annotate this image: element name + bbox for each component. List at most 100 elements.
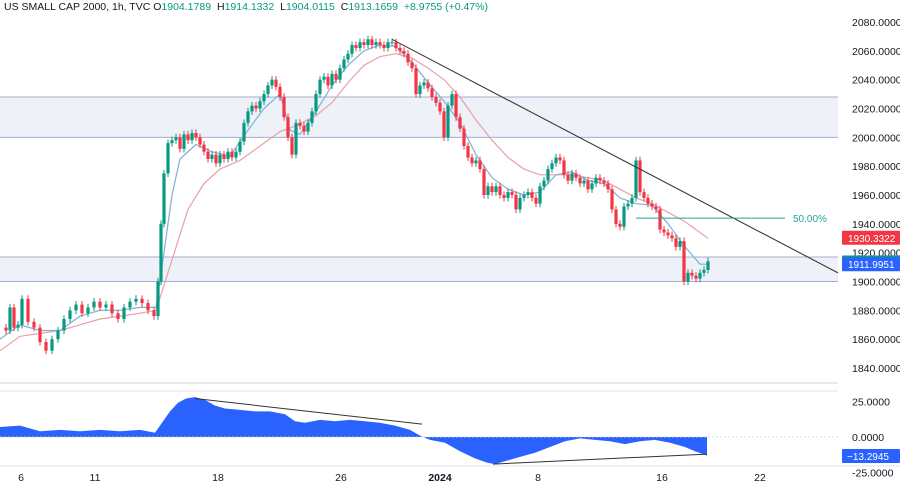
- candle-body: [12, 307, 16, 328]
- price-badge-slow_ma: [842, 230, 900, 245]
- candle-body: [174, 137, 178, 141]
- candle-body: [566, 174, 570, 181]
- fib-level-label: 50.00%: [793, 214, 827, 225]
- high-value: 1914.1332: [224, 1, 275, 13]
- candle-body: [506, 192, 510, 198]
- candle-body: [682, 241, 686, 282]
- candle-body: [346, 53, 350, 60]
- candle-body: [370, 39, 374, 46]
- candle-body: [386, 42, 390, 48]
- candle-body: [234, 151, 238, 158]
- candle-body: [74, 304, 78, 311]
- candle-body: [582, 180, 586, 184]
- candle-body: [206, 151, 210, 159]
- candle-body: [254, 105, 258, 109]
- x-axis-tick: 18: [212, 472, 224, 484]
- candle-body: [350, 45, 354, 54]
- candle-body: [646, 197, 650, 204]
- candle-body: [466, 145, 470, 158]
- candle-body: [382, 45, 386, 48]
- candle-body: [690, 272, 694, 276]
- oscillator-axis-tick: 25.0000: [852, 396, 890, 408]
- y-axis-tick: 1980.0000: [852, 161, 900, 173]
- candle-body: [32, 321, 36, 328]
- candle-body: [694, 275, 698, 279]
- candle-body: [318, 79, 322, 95]
- candle-body: [362, 42, 366, 46]
- candle-body: [178, 137, 182, 149]
- candle-body: [662, 229, 666, 233]
- candle-body: [186, 134, 190, 141]
- oscillator-axis-tick: -25.0000: [852, 468, 894, 480]
- candle-body: [378, 42, 382, 46]
- low-value: 1904.0115: [285, 1, 335, 13]
- x-axis-tick: 2024: [428, 472, 452, 484]
- x-axis-tick: 16: [656, 472, 668, 484]
- candle-body: [116, 313, 120, 319]
- candle-body: [92, 301, 96, 308]
- candle-body: [534, 197, 538, 204]
- candle-body: [20, 298, 24, 325]
- candle-body: [152, 310, 156, 317]
- x-axis-tick: 22: [754, 472, 766, 484]
- candle-body: [486, 186, 490, 195]
- close-value: 1913.1659: [348, 1, 398, 13]
- y-axis-tick: 2060.0000: [852, 46, 900, 58]
- candle-body: [156, 281, 160, 317]
- price-badge-label: 1911.9951: [848, 260, 895, 271]
- candle-body: [558, 157, 562, 161]
- symbol-label: US SMALL CAP 2000, 1h, TVC: [4, 1, 151, 13]
- change-value: +8.9755 (+0.47%): [403, 1, 488, 13]
- candle-body: [182, 134, 186, 149]
- candle-body: [298, 122, 302, 126]
- candle-body: [394, 42, 398, 48]
- candle-body: [270, 79, 274, 86]
- candle-body: [610, 189, 614, 210]
- close-label: C: [340, 1, 349, 13]
- candle-body: [398, 47, 402, 51]
- candle-body: [190, 133, 194, 141]
- candle-body: [56, 330, 60, 340]
- candle-body: [526, 192, 530, 195]
- candle-body: [698, 272, 702, 279]
- candle-body: [262, 94, 266, 102]
- low-label: L: [280, 1, 286, 13]
- resistance-zone: [0, 96, 838, 138]
- candle-body: [650, 203, 654, 207]
- candle-body: [162, 173, 166, 224]
- candle-body: [354, 45, 358, 48]
- open-value: 1904.1789: [161, 1, 212, 13]
- candle-body: [402, 50, 406, 54]
- candle-body: [450, 94, 454, 106]
- candle-body: [654, 206, 658, 210]
- candle-body: [578, 177, 582, 184]
- x-axis-tick: 26: [335, 472, 347, 484]
- candle-body: [674, 238, 678, 247]
- candle-body: [418, 85, 422, 95]
- candle-body: [330, 73, 334, 86]
- candle-body: [342, 59, 346, 69]
- candle-body: [4, 327, 8, 331]
- candle-body: [458, 117, 462, 129]
- candle-body: [522, 195, 526, 198]
- candle-body: [166, 143, 170, 174]
- candle-body: [498, 186, 502, 195]
- candle-body: [530, 192, 534, 198]
- candle-body: [602, 180, 606, 184]
- candle-body: [274, 79, 278, 87]
- candle-body: [422, 82, 426, 86]
- candle-body: [410, 62, 414, 69]
- candle-body: [26, 298, 30, 322]
- price-badge-label: 1930.3322: [848, 234, 896, 245]
- candle-body: [128, 301, 132, 308]
- candle-body: [38, 327, 42, 343]
- candle-body: [586, 180, 590, 190]
- candle-body: [494, 186, 498, 193]
- candle-body: [570, 173, 574, 181]
- candle-body: [482, 169, 486, 195]
- oscillator-value-label: −13.2945: [847, 452, 889, 463]
- y-axis-tick: 1840.0000: [852, 363, 900, 375]
- candle-body: [474, 160, 478, 164]
- candle-body: [642, 192, 646, 198]
